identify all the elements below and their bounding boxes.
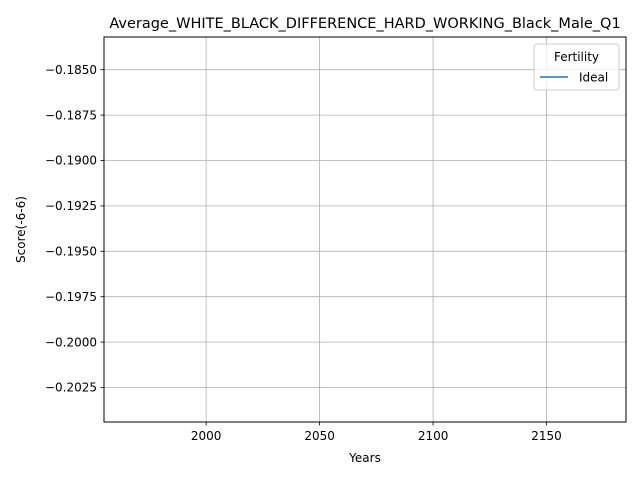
y-tick-label: −0.1925 bbox=[45, 199, 97, 213]
y-tick-label: −0.2025 bbox=[45, 381, 97, 395]
x-tick-label: 2100 bbox=[418, 429, 449, 443]
x-tick-label: 2050 bbox=[304, 429, 335, 443]
y-tick-label: −0.1850 bbox=[45, 63, 97, 77]
x-axis-ticks: 2000 2050 2100 2150 bbox=[191, 422, 562, 443]
legend: Fertility Ideal bbox=[533, 43, 620, 91]
chart-title: Average_WHITE_BLACK_DIFFERENCE_HARD_WORK… bbox=[109, 16, 620, 32]
y-tick-label: −0.2000 bbox=[45, 335, 97, 349]
y-axis-label: Score(-6-6) bbox=[14, 196, 28, 263]
grid bbox=[104, 37, 626, 422]
legend-title: Fertility bbox=[554, 50, 599, 64]
legend-entries: Ideal bbox=[540, 71, 608, 85]
x-tick-label: 2150 bbox=[531, 429, 562, 443]
x-tick-label: 2000 bbox=[191, 429, 222, 443]
y-axis-ticks: −0.1850 −0.1875 −0.1900 −0.1925 −0.1950 −0.19… bbox=[45, 63, 104, 395]
plot-frame bbox=[103, 36, 627, 423]
legend-box bbox=[533, 43, 620, 91]
legend-label: Ideal bbox=[579, 71, 608, 85]
y-tick-label: −0.1875 bbox=[45, 108, 97, 122]
x-axis-label: Years bbox=[348, 451, 381, 465]
y-tick-label: −0.1950 bbox=[45, 244, 97, 258]
y-tick-label: −0.1975 bbox=[45, 290, 97, 304]
y-tick-label: −0.1900 bbox=[45, 154, 97, 168]
